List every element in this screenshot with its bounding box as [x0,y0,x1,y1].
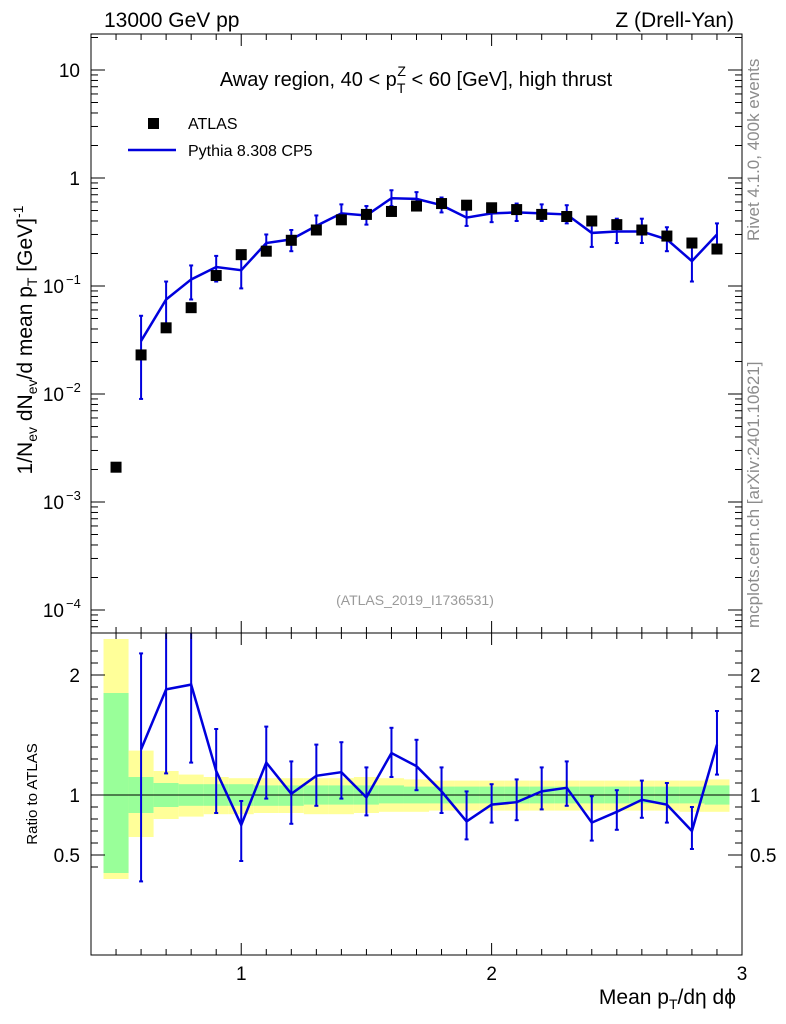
y-tick-label: 10 [43,601,64,622]
analysis-watermark: (ATLAS_2019_I1736531) [336,592,494,608]
atlas-point [536,208,548,220]
y-tick-label: 10 [43,277,64,298]
legend-atlas-label: ATLAS [188,116,238,133]
main-series-layer [110,189,723,473]
y-tick-exponent: −2 [66,380,81,395]
atlas-point [511,204,523,216]
main-title-sub: T [397,80,406,96]
atlas-point [110,461,122,473]
y-tick-label-right: 1 [750,786,761,807]
xlabel: Mean pT/dη dϕ [599,986,736,1012]
pythia-line [140,196,718,342]
main-title-suffix: < 60 [GeV], high thrust [406,69,613,91]
main-title: Away region, 40 < pTZ < 60 [GeV], high t… [220,63,613,96]
ratio-line [139,683,719,834]
y-tick-label: 2 [69,666,80,687]
atlas-point [561,211,573,223]
atlas-point [360,208,372,220]
y-tick-exponent: −1 [66,272,81,287]
band-green [378,785,404,804]
atlas-point [285,234,297,246]
header-right: Z (Drell-Yan) [615,9,734,32]
ratio-axes: 1 2 3 0.5 0.5 1 1 2 2 [54,633,776,985]
atlas-point [235,249,247,261]
main-title-sup: Z [397,63,406,79]
atlas-point [135,349,147,361]
y-tick-label: 10 [59,61,80,82]
ratio-ylabel: Ratio to ATLAS [24,743,41,844]
y-tick-label: 1 [69,169,80,190]
atlas-point [586,215,598,227]
atlas-point [335,214,347,226]
atlas-point [210,270,222,282]
y-tick-exponent: −4 [66,596,81,611]
y-tick-label-right: 0.5 [750,846,776,867]
atlas-point [661,230,673,242]
y-tick-label-right: 2 [750,666,761,687]
y-tick-exponent: −3 [66,488,81,503]
x-tick-label: 1 [236,964,247,985]
atlas-point [711,243,723,255]
svg-text:1/Nev dNev/d mean pT [GeV]-1: 1/Nev dNev/d mean pT [GeV]-1 [10,205,40,474]
atlas-point [636,224,648,236]
y-tick-label: 1 [69,786,80,807]
mcplots-label: mcplots.cern.ch [arXiv:2401.10621] [744,361,763,628]
atlas-point [185,302,197,314]
ratio-series-layer [139,633,719,883]
atlas-point [260,245,272,257]
header-left: 13000 GeV pp [104,9,239,32]
atlas-point [686,237,698,249]
atlas-point [385,205,397,217]
y-tick-label: 10 [43,493,64,514]
atlas-point [436,198,448,210]
band-green [103,693,129,873]
legend-atlas-marker [148,118,159,129]
atlas-point [160,322,172,334]
y-tick-label: 0.5 [54,846,80,867]
atlas-point [486,202,498,214]
x-tick-label: 3 [737,964,748,985]
main-ylabel: 1/Nev dNev/d mean pT [GeV]-1 [10,205,40,474]
atlas-point [611,219,623,231]
atlas-point [310,224,322,236]
main-title-prefix: Away region, 40 < p [220,69,397,91]
atlas-point [461,199,473,211]
rivet-version-label: Rivet 4.1.0, 400k events [744,58,763,241]
x-tick-label: 2 [486,964,497,985]
y-tick-label: 10 [43,385,64,406]
legend-pythia-label: Pythia 8.308 CP5 [188,143,313,160]
atlas-point [411,200,422,212]
